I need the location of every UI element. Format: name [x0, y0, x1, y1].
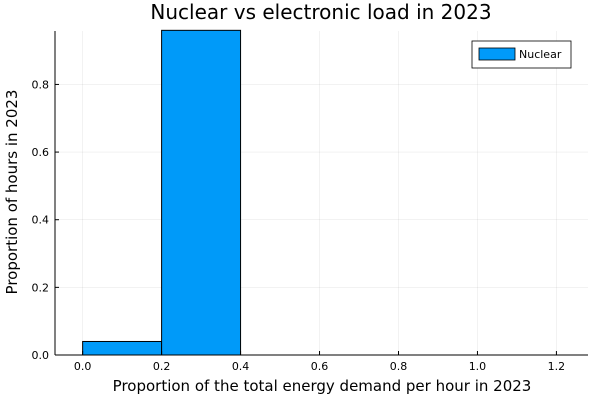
y-tick-label: 0.0	[32, 349, 50, 362]
y-tick-label: 0.2	[32, 281, 50, 294]
bars	[82, 29, 242, 356]
x-tick-label: 0.6	[311, 360, 329, 373]
y-axis-label: Proportion of hours in 2023	[3, 90, 21, 295]
x-tick-label: 1.0	[469, 360, 487, 373]
x-tick-label: 1.2	[548, 360, 566, 373]
x-ticks: 0.0 0.2 0.4 0.6 0.8 1.0 1.2	[74, 351, 565, 373]
x-tick-label: 0.4	[232, 360, 250, 373]
axes	[54, 31, 588, 356]
y-ticks: 0.0 0.2 0.4 0.6 0.8	[32, 78, 59, 362]
x-tick-label: 0.2	[153, 360, 171, 373]
x-tick-label: 0.8	[390, 360, 408, 373]
x-tick-label: 0.0	[74, 360, 92, 373]
grid-lines	[55, 31, 588, 356]
histogram-bar-1	[161, 29, 242, 356]
legend-label: Nuclear	[519, 48, 562, 61]
y-tick-label: 0.8	[32, 78, 50, 91]
legend-swatch	[478, 47, 516, 61]
legend: Nuclear	[471, 40, 572, 69]
x-axis-label: Proportion of the total energy demand pe…	[113, 377, 532, 395]
y-tick-label: 0.4	[32, 214, 50, 227]
chart-title: Nuclear vs electronic load in 2023	[150, 0, 491, 24]
y-tick-label: 0.6	[32, 146, 50, 159]
histogram-bar-0	[82, 340, 163, 356]
